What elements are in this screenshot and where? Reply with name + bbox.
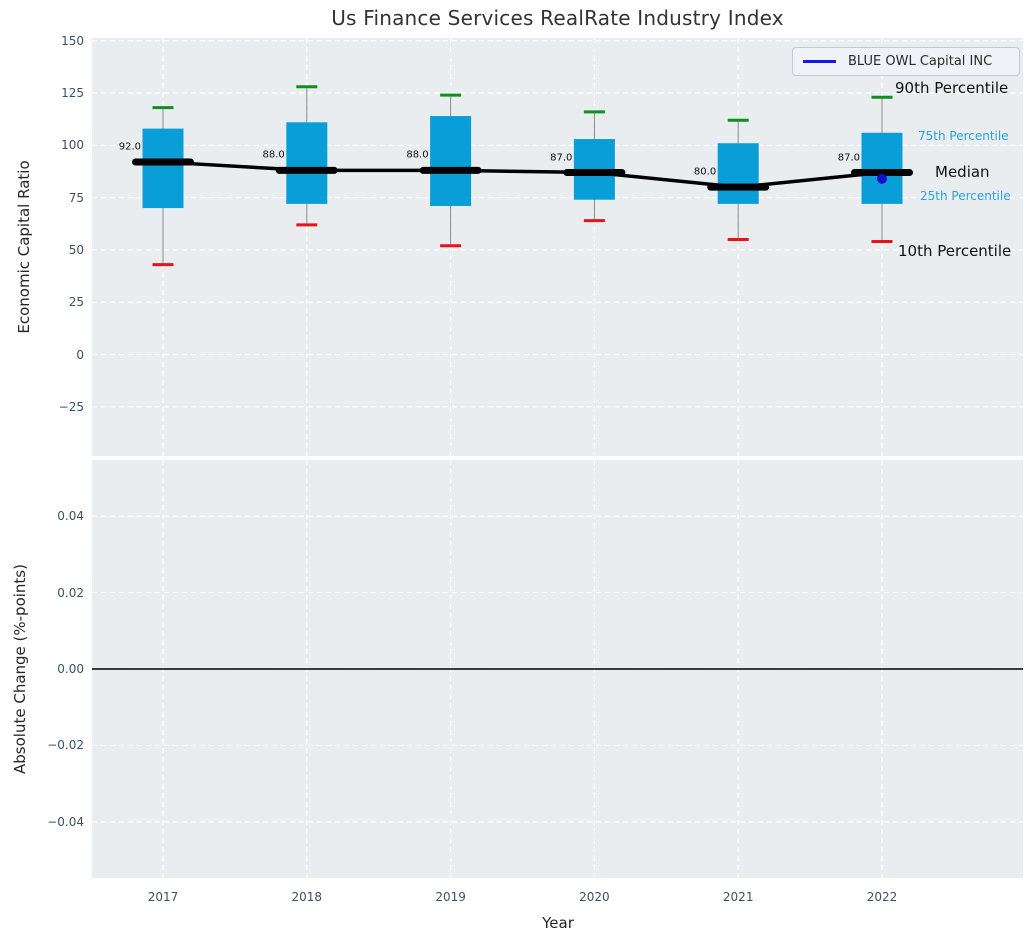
median-segment-2022 <box>851 169 913 177</box>
median-annotation-2020: 87.0 <box>550 152 573 164</box>
x-tick-label-2017: 2017 <box>147 890 179 904</box>
median-annotation-2019: 88.0 <box>406 149 429 161</box>
median-annotation-2022: 87.0 <box>837 152 860 164</box>
box-2022 <box>861 132 903 204</box>
percentile-label-p75: 75th Percentile <box>918 128 1009 143</box>
x-tick-label-2019: 2019 <box>435 890 466 904</box>
box-2019 <box>430 116 472 206</box>
box-2017 <box>142 128 184 209</box>
median-segment-2017 <box>132 158 194 166</box>
percentile-label-p10: 10th Percentile <box>898 241 1012 260</box>
bottom-y-tick-label: 0.04 <box>57 509 84 524</box>
top-y-tick-label: 125 <box>61 86 84 101</box>
x-axis-label: Year <box>542 914 574 932</box>
chart-title: Us Finance Services RealRate Industry In… <box>331 6 784 30</box>
percentile-label-p90: 90th Percentile <box>895 79 1009 98</box>
box-2021 <box>717 143 759 204</box>
top-y-tick-label: 50 <box>68 242 84 257</box>
top-y-tick-label: 100 <box>61 138 84 153</box>
x-tick-label-2020: 2020 <box>579 890 610 904</box>
legend-line-sample <box>803 60 836 63</box>
median-segment-2018 <box>275 166 338 174</box>
percentile-label-p25: 25th Percentile <box>920 188 1011 203</box>
box-2018 <box>286 122 328 204</box>
median-annotation-2018: 88.0 <box>262 149 285 161</box>
top-y-tick-label: 150 <box>61 33 84 48</box>
top-y-tick-label: 75 <box>68 190 84 205</box>
x-tick-label-2021: 2021 <box>722 890 754 904</box>
median-segment-2021 <box>707 183 770 191</box>
x-tick-label-2022: 2022 <box>866 890 898 904</box>
top-y-tick-label: 25 <box>68 295 84 310</box>
bottom-y-tick-label: −0.02 <box>47 738 84 753</box>
median-segment-2020 <box>563 169 626 177</box>
company-data-point <box>877 173 887 184</box>
bottom-y-tick-label: −0.04 <box>47 814 84 829</box>
legend: BLUE OWL Capital INC <box>792 47 1020 76</box>
top-y-tick-label: 0 <box>76 347 84 362</box>
top-plot-background <box>92 38 1023 456</box>
median-annotation-2021: 80.0 <box>693 166 717 178</box>
percentile-label-median: Median <box>935 162 990 181</box>
median-annotation-2017: 92.0 <box>118 141 141 153</box>
x-tick-label-2018: 2018 <box>291 890 323 904</box>
legend-label: BLUE OWL Capital INC <box>848 54 993 69</box>
bottom-y-tick-label: 0.00 <box>57 662 84 676</box>
median-segment-2019 <box>419 166 482 174</box>
bottom-y-tick-label: 0.02 <box>57 585 84 600</box>
top-y-tick-label: −25 <box>58 399 84 414</box>
